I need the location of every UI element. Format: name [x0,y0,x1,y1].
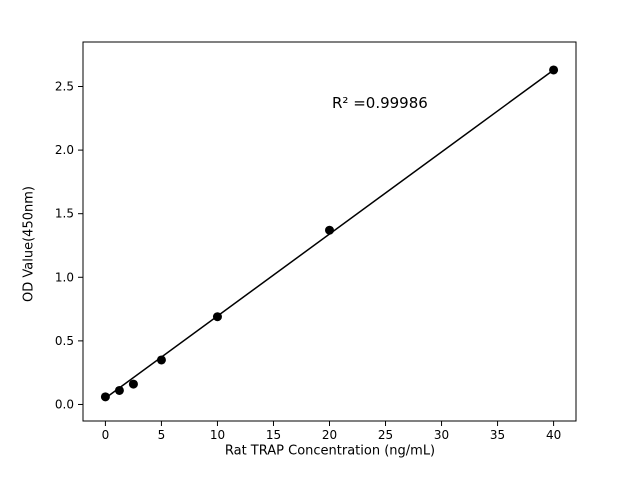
data-point [156,355,166,365]
data-point [325,225,334,235]
x-tick-label: 15 [266,428,281,442]
y-tick-label: 1.5 [55,207,74,221]
y-tick-label: 1.0 [55,270,74,284]
r-squared-annotation: R² =0.99986 [332,94,428,113]
data-point [114,385,124,395]
x-tick-label: 20 [322,428,337,442]
x-tick-label: 0 [102,428,110,442]
y-tick-label: 0.0 [55,397,74,411]
x-tick-label: 10 [210,428,225,442]
y-axis-label: OD Value(450nm) [21,186,37,302]
y-tick-label: 0.5 [55,334,74,348]
x-axis-label: Rat TRAP Concentration (ng/mL) [224,443,436,459]
y-tick-label: 2.5 [55,80,74,94]
data-point [212,312,222,322]
y-tick-label: 2.0 [55,143,74,157]
data-point [549,65,559,75]
x-tick-label: 5 [158,428,166,442]
x-tick-label: 40 [546,428,561,442]
data-point [128,379,138,389]
x-tick-label: 35 [490,428,505,442]
x-tick-label: 25 [378,428,393,442]
data-point [100,392,110,402]
x-tick-label: 30 [434,428,449,442]
